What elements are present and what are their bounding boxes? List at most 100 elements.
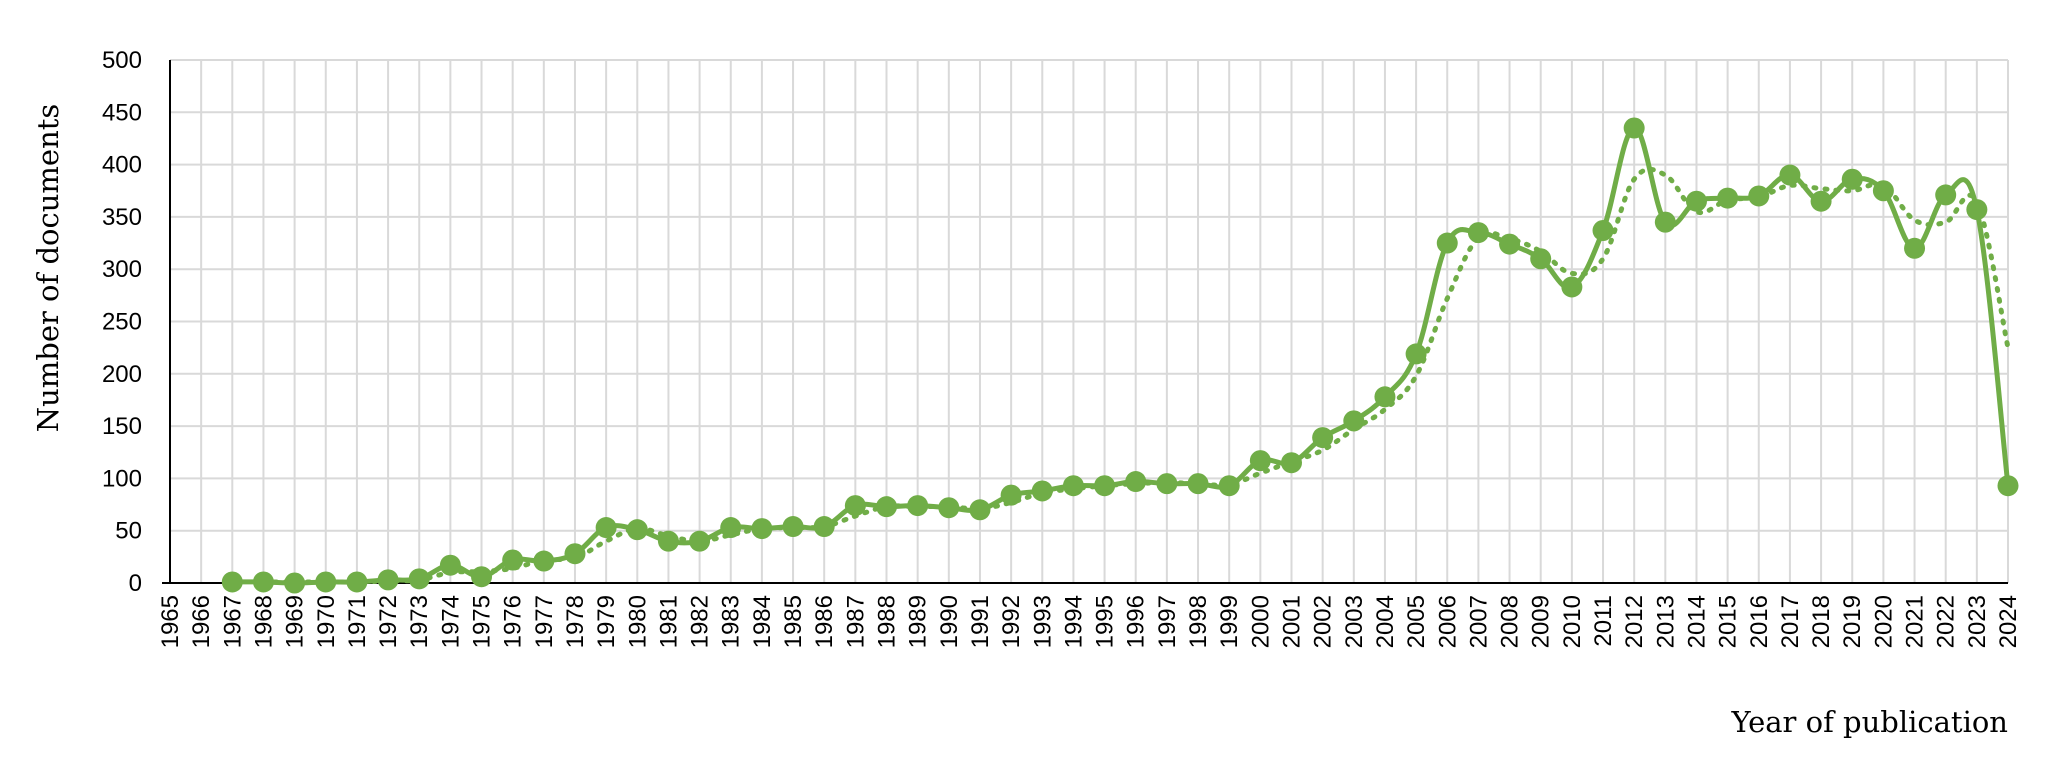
x-tick-label: 1970 [313, 595, 340, 648]
x-tick-label: 1977 [531, 595, 558, 648]
data-point [1810, 190, 1832, 212]
data-point [1872, 180, 1894, 202]
data-point [844, 495, 866, 517]
data-point [1499, 233, 1521, 255]
x-tick-label: 2011 [1590, 595, 1617, 647]
series-line [232, 125, 2011, 586]
data-point [1280, 452, 1302, 474]
data-point [1966, 199, 1988, 221]
x-tick-label: 2013 [1652, 595, 1679, 648]
y-tick-label: 450 [102, 99, 142, 126]
x-axis-label: Year of publication [1730, 705, 2008, 739]
x-tick-label: 1998 [1185, 595, 1212, 648]
x-tick-label: 1984 [749, 595, 776, 648]
data-point [1935, 184, 1957, 206]
x-tick-label: 1992 [998, 595, 1025, 648]
x-tick-label: 2016 [1746, 595, 1773, 648]
x-tick-label: 1991 [967, 595, 994, 648]
data-point [1125, 471, 1147, 493]
data-point [408, 568, 430, 590]
x-tick-label: 1993 [1029, 595, 1056, 648]
x-tick-label: 1987 [842, 595, 869, 648]
data-point [1249, 450, 1271, 472]
data-point [1436, 232, 1458, 254]
x-tick-label: 2005 [1403, 595, 1430, 648]
data-point [564, 543, 586, 565]
x-tick-label: 1986 [811, 595, 838, 648]
data-point [1405, 343, 1427, 365]
x-tick-label: 1968 [250, 595, 277, 648]
data-point [1904, 237, 1926, 259]
x-tick-label: 2001 [1278, 595, 1305, 648]
data-point [938, 497, 960, 519]
x-tick-label: 2022 [1933, 595, 1960, 648]
grid-lines [170, 59, 2009, 583]
axes [162, 60, 2008, 584]
data-point [1717, 187, 1739, 209]
x-tick-label: 2009 [1528, 595, 1555, 648]
x-tick-label: 1976 [500, 595, 527, 648]
x-tick-label: 1969 [282, 595, 309, 648]
data-point [377, 569, 399, 591]
y-tick-label: 50 [115, 518, 142, 545]
x-tick-label: 1978 [562, 595, 589, 648]
x-tick-label: 2023 [1964, 595, 1991, 648]
x-tick-label: 1965 [157, 595, 184, 648]
data-point [1530, 248, 1552, 270]
data-point [1623, 117, 1645, 139]
y-tick-label: 150 [102, 413, 142, 440]
y-tick-label: 300 [102, 256, 142, 283]
x-tick-label: 1975 [469, 595, 496, 648]
data-point [689, 530, 711, 552]
y-tick-label: 400 [102, 152, 142, 179]
x-tick-label: 1989 [905, 595, 932, 648]
data-point [1187, 473, 1209, 495]
x-tick-label: 2006 [1434, 595, 1461, 648]
x-tick-label: 1985 [780, 595, 807, 648]
x-tick-label: 2008 [1497, 595, 1524, 648]
x-tick-label: 1996 [1123, 595, 1150, 648]
x-tick-label: 1995 [1092, 595, 1119, 648]
data-point [1000, 484, 1022, 506]
y-tick-label: 500 [102, 47, 142, 74]
data-point [657, 530, 679, 552]
x-tick-label: 1981 [655, 595, 682, 648]
data-point [252, 571, 274, 593]
x-tick-label: 1994 [1060, 595, 1087, 648]
x-tick-label: 2015 [1715, 595, 1742, 648]
x-tick-label: 2003 [1341, 595, 1368, 648]
x-tick-label: 1974 [437, 595, 464, 648]
x-tick-label: 1983 [718, 595, 745, 648]
x-tick-label: 1973 [406, 595, 433, 648]
x-axis-ticks: 1965 1966 1967 1968 1969 1970 1971 1972 1973 1974… [157, 595, 2022, 648]
data-point [1779, 164, 1801, 186]
data-point [1031, 480, 1053, 502]
x-tick-label: 2007 [1465, 595, 1492, 648]
x-tick-label: 1997 [1154, 595, 1181, 648]
data-point [1312, 427, 1334, 449]
x-tick-label: 1990 [936, 595, 963, 648]
data-point [439, 554, 461, 576]
x-tick-label: 1972 [375, 595, 402, 648]
y-tick-label: 0 [129, 570, 142, 597]
x-tick-label: 1971 [344, 595, 371, 648]
data-point [1685, 190, 1707, 212]
data-point [1592, 219, 1614, 241]
x-tick-label: 1980 [624, 595, 651, 648]
x-tick-label: 1979 [593, 595, 620, 648]
data-point [1561, 276, 1583, 298]
data-point [1467, 222, 1489, 244]
x-tick-label: 2019 [1839, 595, 1866, 648]
data-point [346, 571, 368, 593]
x-tick-label: 2020 [1870, 595, 1897, 648]
x-tick-label: 2010 [1559, 595, 1586, 648]
data-point [221, 571, 243, 593]
data-point [1841, 168, 1863, 190]
data-point [1997, 475, 2019, 497]
x-tick-label: 1988 [874, 595, 901, 648]
x-tick-label: 1966 [188, 595, 215, 648]
y-tick-label: 350 [102, 204, 142, 231]
data-point [1156, 473, 1178, 495]
x-tick-label: 2000 [1247, 595, 1274, 648]
